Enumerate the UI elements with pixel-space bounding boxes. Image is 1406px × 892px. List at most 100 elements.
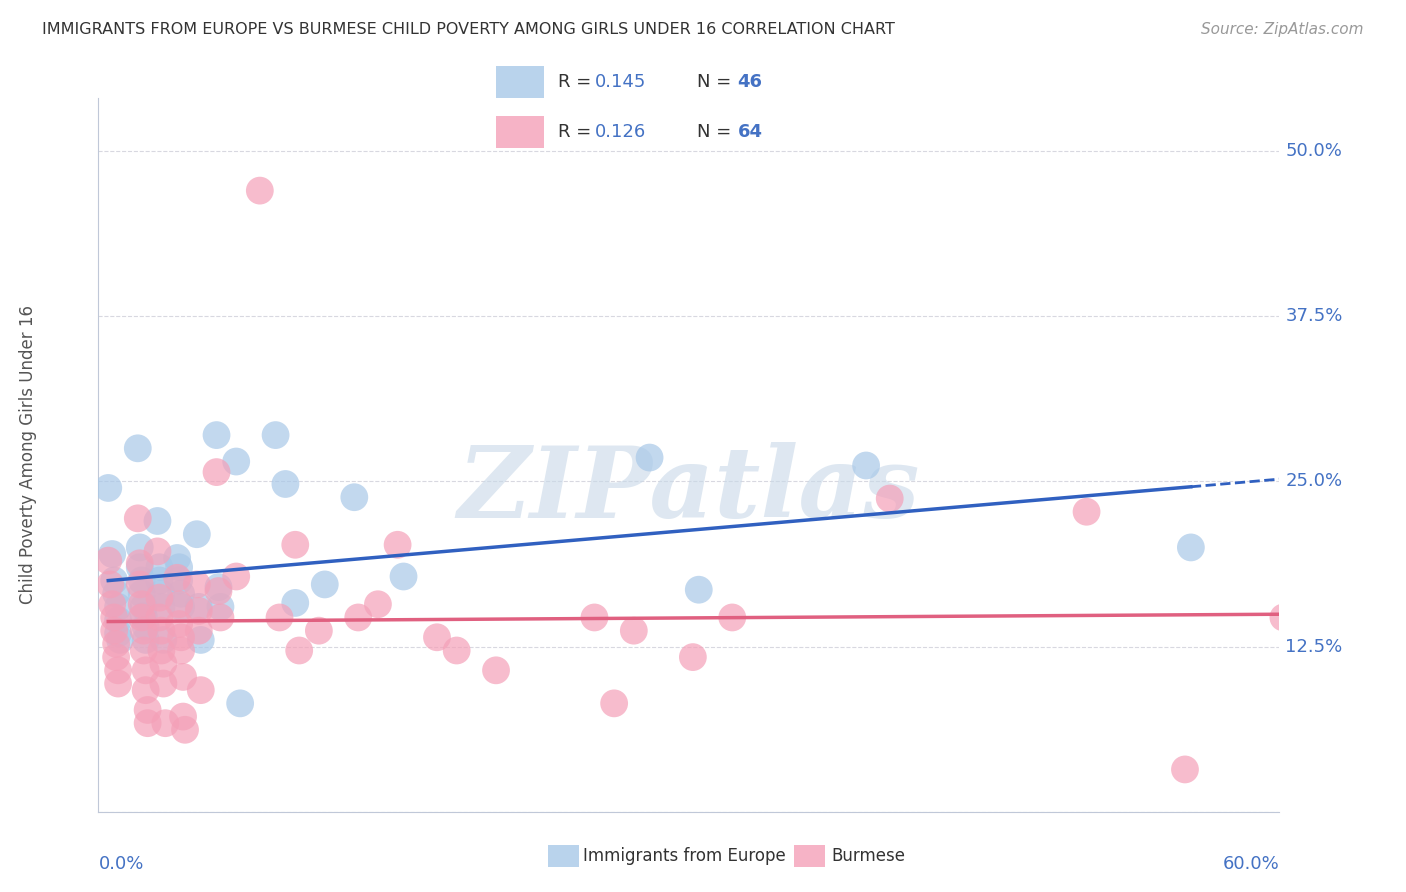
Point bbox=[284, 538, 307, 552]
Point bbox=[166, 551, 188, 566]
Point bbox=[426, 630, 449, 644]
Point bbox=[205, 465, 228, 479]
Point bbox=[1076, 505, 1098, 519]
Point bbox=[225, 454, 247, 468]
Point bbox=[446, 643, 468, 657]
Point bbox=[131, 597, 153, 611]
Point bbox=[170, 599, 193, 614]
Point bbox=[155, 716, 177, 731]
Text: Source: ZipAtlas.com: Source: ZipAtlas.com bbox=[1201, 22, 1364, 37]
Point bbox=[128, 577, 150, 591]
Point bbox=[150, 587, 173, 601]
Point bbox=[264, 428, 287, 442]
Point bbox=[146, 514, 169, 528]
Point bbox=[1180, 541, 1202, 555]
Point bbox=[128, 541, 150, 555]
Point bbox=[187, 624, 209, 638]
Point bbox=[1174, 763, 1197, 777]
Point bbox=[387, 538, 409, 552]
Point bbox=[209, 599, 232, 614]
Point bbox=[172, 709, 194, 723]
Point bbox=[107, 626, 129, 640]
Point bbox=[343, 490, 366, 504]
Point bbox=[135, 663, 157, 677]
Text: R =: R = bbox=[558, 123, 598, 141]
Text: IMMIGRANTS FROM EUROPE VS BURMESE CHILD POVERTY AMONG GIRLS UNDER 16 CORRELATION: IMMIGRANTS FROM EUROPE VS BURMESE CHILD … bbox=[42, 22, 896, 37]
Point bbox=[167, 597, 190, 611]
Point bbox=[288, 643, 311, 657]
Point bbox=[229, 697, 252, 711]
Point bbox=[135, 620, 157, 634]
Point bbox=[131, 610, 153, 624]
Point bbox=[127, 442, 149, 456]
Point bbox=[166, 571, 188, 585]
Text: 25.0%: 25.0% bbox=[1285, 473, 1343, 491]
Point bbox=[186, 527, 208, 541]
Point bbox=[131, 587, 153, 601]
Point bbox=[688, 582, 710, 597]
Point bbox=[269, 610, 291, 624]
Point bbox=[879, 491, 901, 506]
Point bbox=[682, 650, 704, 665]
Point bbox=[132, 643, 155, 657]
Point bbox=[170, 630, 193, 644]
Point bbox=[97, 481, 120, 495]
Text: 0.0%: 0.0% bbox=[98, 855, 143, 872]
Point bbox=[347, 610, 370, 624]
Point bbox=[205, 428, 228, 442]
Text: 60.0%: 60.0% bbox=[1223, 855, 1279, 872]
Text: Burmese: Burmese bbox=[831, 847, 905, 865]
Point bbox=[308, 624, 330, 638]
Point bbox=[127, 511, 149, 525]
Point bbox=[150, 599, 173, 614]
Point bbox=[186, 577, 208, 591]
Point bbox=[207, 580, 229, 594]
Text: N =: N = bbox=[697, 123, 737, 141]
Point bbox=[101, 547, 124, 561]
Point bbox=[721, 610, 744, 624]
Text: 37.5%: 37.5% bbox=[1285, 307, 1343, 326]
Point bbox=[107, 676, 129, 690]
Point bbox=[135, 683, 157, 698]
Point bbox=[101, 597, 124, 611]
Point bbox=[103, 610, 125, 624]
Point bbox=[107, 663, 129, 677]
Point bbox=[135, 632, 157, 647]
Point bbox=[132, 624, 155, 638]
Text: R =: R = bbox=[558, 73, 598, 91]
Point bbox=[274, 477, 297, 491]
Point bbox=[187, 599, 209, 614]
Point bbox=[148, 610, 170, 624]
Text: 46: 46 bbox=[738, 73, 762, 91]
Point bbox=[583, 610, 606, 624]
Point bbox=[284, 596, 307, 610]
Point bbox=[170, 587, 193, 601]
Point bbox=[132, 609, 155, 624]
Point bbox=[167, 574, 190, 588]
Point bbox=[152, 632, 174, 647]
Text: 50.0%: 50.0% bbox=[1285, 142, 1343, 160]
Text: 12.5%: 12.5% bbox=[1285, 638, 1343, 656]
Point bbox=[98, 577, 121, 591]
Point bbox=[148, 560, 170, 574]
Text: 0.126: 0.126 bbox=[595, 123, 647, 141]
Point bbox=[148, 591, 170, 605]
Bar bbox=[496, 116, 544, 148]
Point bbox=[136, 716, 159, 731]
Text: Immigrants from Europe: Immigrants from Europe bbox=[583, 847, 786, 865]
Point bbox=[146, 544, 169, 558]
Bar bbox=[496, 66, 544, 98]
Point bbox=[190, 683, 212, 698]
Point bbox=[148, 574, 170, 588]
Point bbox=[187, 604, 209, 618]
Point bbox=[249, 184, 271, 198]
Text: N =: N = bbox=[697, 73, 737, 91]
Point bbox=[103, 624, 125, 638]
Text: 0.145: 0.145 bbox=[595, 73, 647, 91]
Point bbox=[152, 676, 174, 690]
Point bbox=[105, 650, 128, 665]
Point bbox=[367, 597, 389, 611]
Point bbox=[105, 587, 128, 601]
Point bbox=[623, 624, 645, 638]
Point bbox=[105, 637, 128, 651]
